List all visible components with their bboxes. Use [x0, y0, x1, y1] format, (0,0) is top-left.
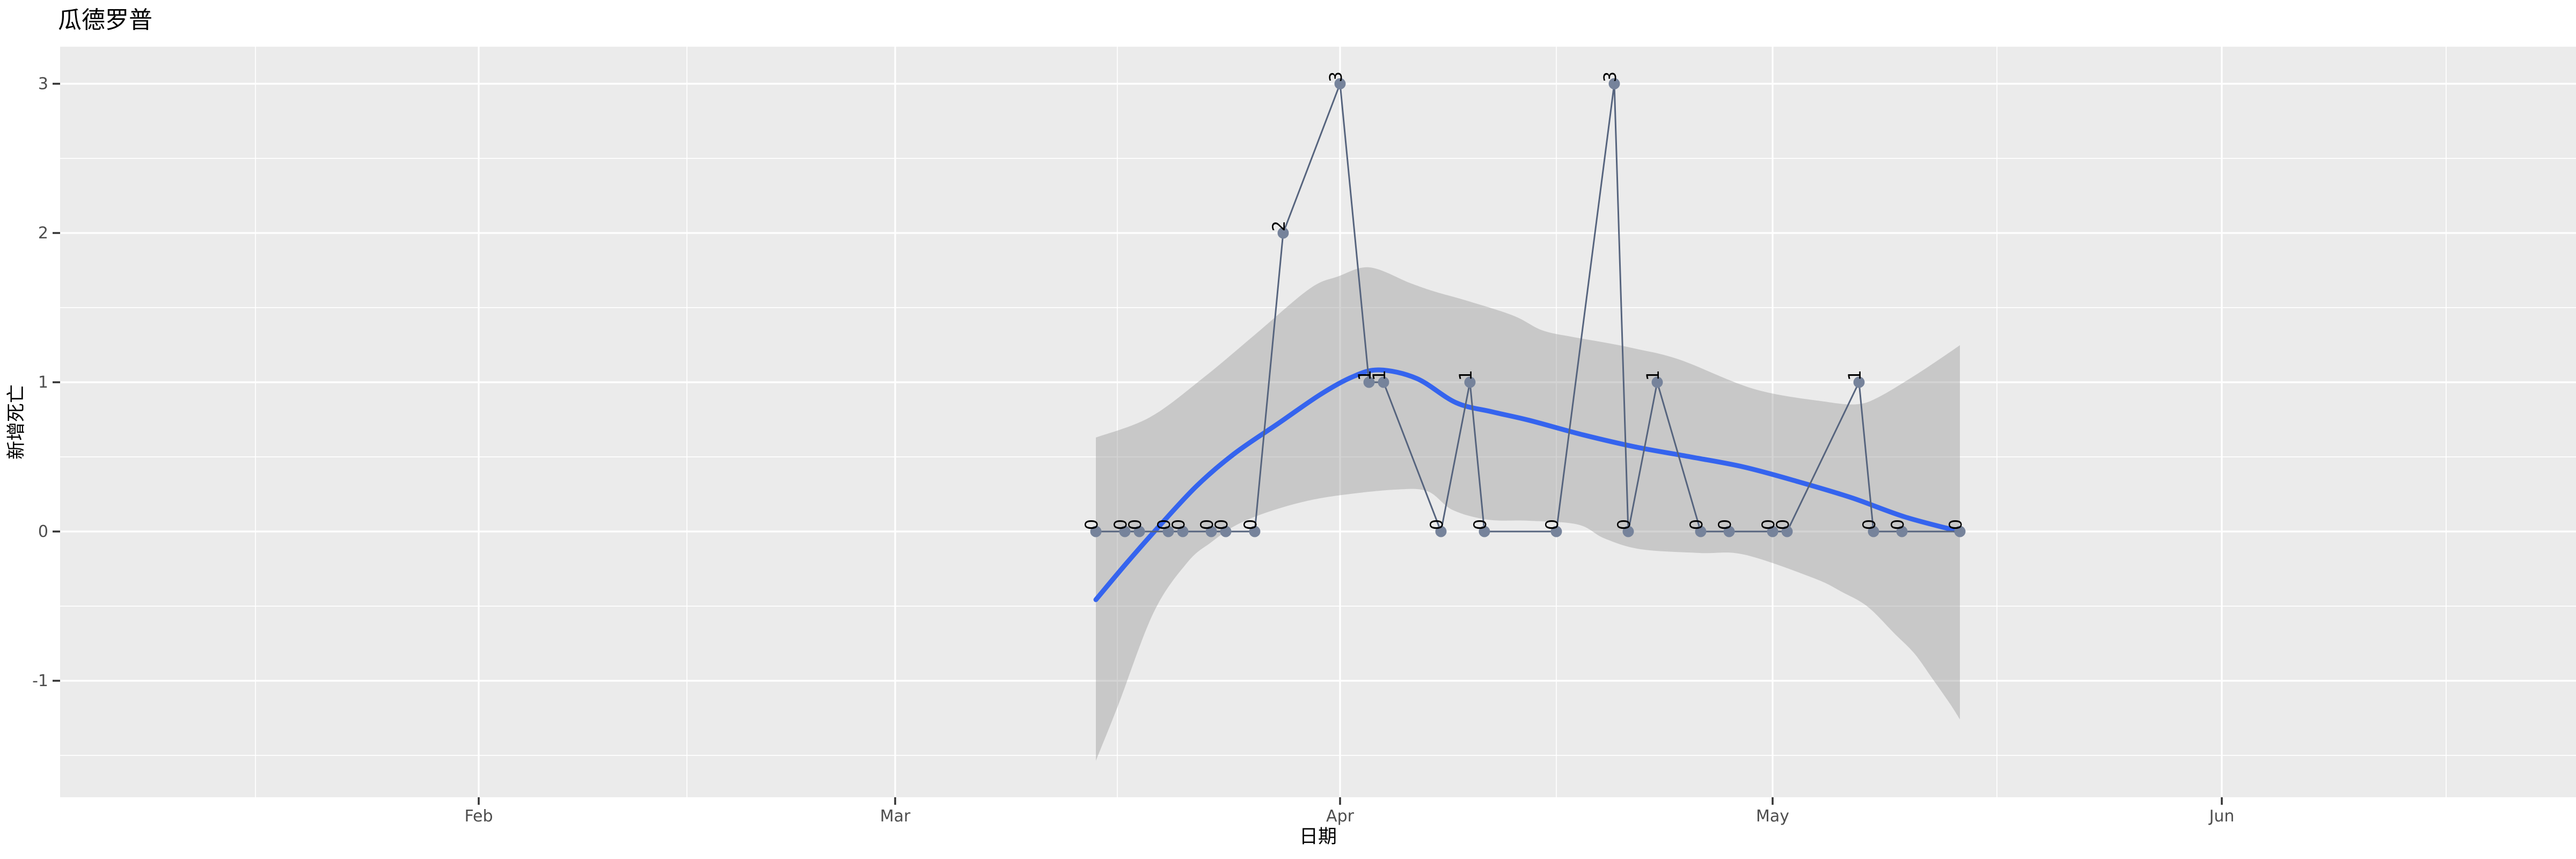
y-tick-label: 1 — [38, 373, 48, 392]
data-point — [1435, 526, 1447, 537]
data-point — [1090, 526, 1102, 537]
point-value-label: 0 — [1081, 519, 1102, 530]
point-value-label: 3 — [1326, 71, 1346, 82]
point-value-label: 0 — [1426, 519, 1447, 530]
data-point — [1622, 526, 1634, 537]
x-axis-title: 日期 — [1299, 826, 1337, 848]
point-value-label: 3 — [1600, 71, 1620, 82]
data-point — [1479, 526, 1490, 537]
point-value-label: 0 — [1773, 519, 1793, 530]
data-point — [1205, 526, 1217, 537]
data-point — [1695, 526, 1707, 537]
point-value-label: 0 — [1168, 519, 1189, 530]
data-point — [1133, 526, 1145, 537]
point-value-label: 0 — [1614, 519, 1634, 530]
y-tick-label: 0 — [38, 522, 48, 541]
point-value-label: 0 — [1110, 519, 1131, 530]
data-point — [1378, 376, 1389, 388]
data-point — [1868, 526, 1879, 537]
data-point — [1334, 78, 1346, 90]
data-point — [1277, 227, 1289, 239]
y-tick-label: -1 — [32, 672, 48, 690]
data-point — [1781, 526, 1793, 537]
y-axis-tick-labels: 3 2 1 0 -1 — [32, 75, 48, 690]
x-axis-tick-marks — [478, 797, 2223, 805]
point-value-label: 2 — [1269, 221, 1289, 231]
x-tick-label: Jun — [2208, 807, 2235, 826]
y-axis-title: 新增死亡 — [6, 384, 27, 460]
point-value-label: 0 — [1211, 519, 1232, 530]
point-value-label: 0 — [1715, 519, 1735, 530]
point-value-label: 0 — [1945, 519, 1966, 530]
data-point — [1767, 526, 1779, 537]
data-point — [1119, 526, 1131, 537]
point-value-label: 0 — [1542, 519, 1562, 530]
x-tick-label: Mar — [880, 807, 911, 826]
data-point — [1723, 526, 1735, 537]
data-point — [1363, 376, 1375, 388]
x-axis-tick-labels: Feb Mar Apr May Jun — [464, 807, 2234, 826]
data-point — [1954, 526, 1966, 537]
point-value-label: 1 — [1355, 370, 1375, 381]
point-value-label: 0 — [1197, 519, 1217, 530]
data-point — [1249, 526, 1261, 537]
point-value-label: 0 — [1240, 519, 1261, 530]
point-value-label: 0 — [1125, 519, 1145, 530]
data-point — [1464, 376, 1476, 388]
data-points — [1090, 78, 1966, 537]
point-value-label: 1 — [1455, 370, 1476, 381]
data-point — [1162, 526, 1174, 537]
point-value-label: 0 — [1470, 519, 1490, 530]
data-point — [1550, 526, 1562, 537]
chart-title: 瓜德罗普 — [58, 6, 152, 34]
data-point — [1608, 78, 1620, 90]
major-gridlines — [60, 47, 2576, 797]
data-point — [1853, 376, 1865, 388]
data-point — [1177, 526, 1189, 537]
point-value-label: 1 — [1369, 370, 1389, 381]
point-value-label: 0 — [1686, 519, 1707, 530]
data-point — [1651, 376, 1663, 388]
y-tick-label: 3 — [38, 75, 48, 93]
data-point — [1896, 526, 1908, 537]
point-value-label: 0 — [1154, 519, 1174, 530]
point-value-label: 1 — [1845, 370, 1865, 381]
x-tick-label: May — [1756, 807, 1789, 826]
point-value-label: 0 — [1758, 519, 1779, 530]
confidence-ribbon — [1096, 267, 1960, 761]
smooth-trend-line — [1093, 367, 1963, 602]
x-tick-label: Feb — [464, 807, 493, 826]
point-value-label: 0 — [1887, 519, 1908, 530]
point-value-label: 0 — [1859, 519, 1879, 530]
y-tick-label: 2 — [38, 224, 48, 243]
point-value-label: 1 — [1643, 370, 1663, 381]
x-tick-label: Apr — [1326, 807, 1355, 826]
y-axis-tick-marks — [53, 83, 60, 682]
data-point — [1220, 526, 1232, 537]
